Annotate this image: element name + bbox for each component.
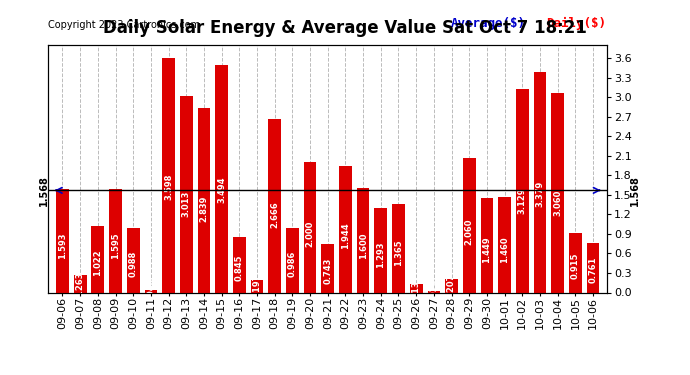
Text: 0.743: 0.743	[323, 258, 333, 284]
Bar	[92, 226, 104, 292]
Bar	[533, 72, 546, 292]
Text: Average($): Average($)	[451, 17, 526, 30]
Text: Daily($): Daily($)	[546, 17, 606, 30]
Text: 1.593: 1.593	[58, 232, 67, 259]
Bar	[162, 58, 175, 292]
Text: 1.449: 1.449	[482, 237, 491, 263]
Bar	[197, 108, 210, 292]
Bar	[339, 166, 352, 292]
Bar	[410, 284, 422, 292]
Text: 0.986: 0.986	[288, 251, 297, 277]
Bar	[56, 189, 69, 292]
Text: 0.761: 0.761	[589, 257, 598, 284]
Text: Copyright 2023 Cartronics.com: Copyright 2023 Cartronics.com	[48, 20, 200, 30]
Text: 1.944: 1.944	[341, 222, 350, 249]
Bar	[233, 237, 246, 292]
Bar	[109, 189, 122, 292]
Bar	[304, 162, 317, 292]
Bar	[569, 233, 582, 292]
Bar	[127, 228, 139, 292]
Text: 3.494: 3.494	[217, 177, 226, 203]
Text: 0.915: 0.915	[571, 252, 580, 279]
Text: 3.129: 3.129	[518, 188, 526, 214]
Text: 2.060: 2.060	[465, 219, 474, 245]
Text: 1.460: 1.460	[500, 236, 509, 263]
Text: 0.263: 0.263	[76, 272, 85, 298]
Text: 3.379: 3.379	[535, 180, 544, 207]
Text: 0.845: 0.845	[235, 255, 244, 281]
Text: 2.000: 2.000	[306, 221, 315, 247]
Bar	[551, 93, 564, 292]
Text: 2.839: 2.839	[199, 196, 208, 222]
Text: 0.025: 0.025	[429, 278, 438, 305]
Bar	[286, 228, 299, 292]
Bar	[463, 158, 475, 292]
Text: 3.598: 3.598	[164, 174, 173, 200]
Text: 1.600: 1.600	[359, 232, 368, 259]
Bar	[322, 244, 334, 292]
Text: 0.988: 0.988	[129, 251, 138, 277]
Bar	[250, 280, 264, 292]
Text: Daily Solar Energy & Average Value Sat Oct 7 18:21: Daily Solar Energy & Average Value Sat O…	[103, 19, 587, 37]
Text: 1.293: 1.293	[376, 242, 385, 268]
Text: 1.022: 1.022	[93, 249, 102, 276]
Text: 0.131: 0.131	[412, 275, 421, 302]
Text: 0.043: 0.043	[146, 278, 155, 304]
Bar	[180, 96, 193, 292]
Bar	[445, 279, 458, 292]
Bar	[428, 291, 440, 292]
Bar	[375, 208, 387, 292]
Bar	[357, 188, 369, 292]
Bar	[268, 119, 281, 292]
Bar	[516, 89, 529, 292]
Text: 1.595: 1.595	[111, 232, 120, 259]
Text: 1.365: 1.365	[394, 239, 403, 266]
Text: 2.666: 2.666	[270, 201, 279, 228]
Text: 1.568: 1.568	[629, 175, 640, 206]
Bar	[498, 197, 511, 292]
Bar	[480, 198, 493, 292]
Bar	[392, 204, 405, 292]
Bar	[144, 290, 157, 292]
Text: 3.060: 3.060	[553, 190, 562, 216]
Text: 1.568: 1.568	[39, 175, 49, 206]
Bar	[586, 243, 600, 292]
Text: 0.207: 0.207	[447, 273, 456, 300]
Text: 0.197: 0.197	[253, 273, 262, 300]
Bar	[74, 275, 86, 292]
Bar	[215, 65, 228, 292]
Text: 3.013: 3.013	[181, 191, 190, 217]
